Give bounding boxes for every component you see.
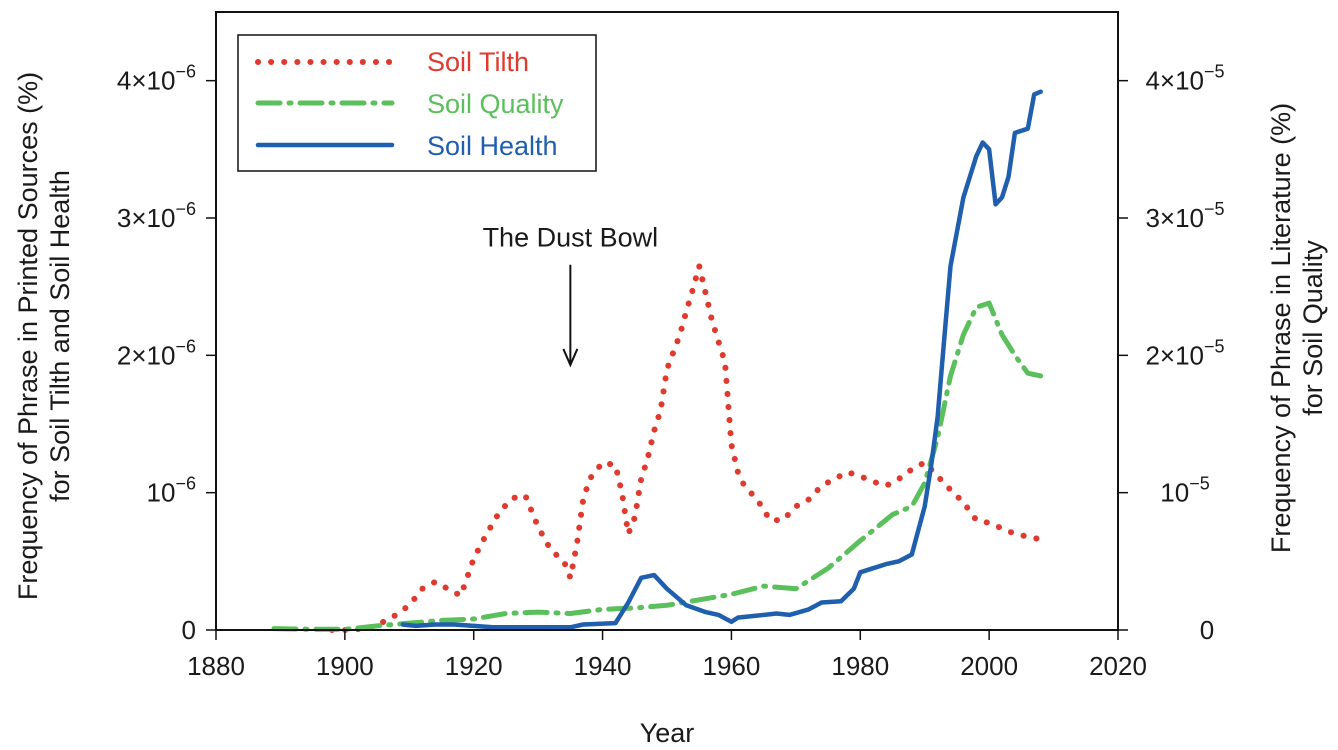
annotation-text: The Dust Bowl: [483, 223, 659, 253]
right-y-axis-label: Frequency of Phrase in Literature (%) fo…: [1266, 103, 1328, 553]
x-tick-label: 2000: [960, 651, 1018, 681]
x-tick-label: 1960: [703, 651, 761, 681]
x-axis-label: Year: [640, 718, 695, 748]
plot-series-layer: [271, 89, 1044, 633]
right-y-tick-label: 4×10−5: [1145, 62, 1224, 96]
x-tick-label: 1920: [445, 651, 503, 681]
left-y-axis-label-line-2: for Soil Tilth and Soil Health: [45, 170, 75, 502]
series-line-soil-health: [400, 89, 1043, 630]
left-y-tick-label: 3×10−6: [117, 199, 196, 233]
right-y-tick-label: 2×10−5: [1145, 336, 1224, 370]
right-y-axis: 0 10−5 2×10−5 3×10−5 4×10−5: [1118, 62, 1225, 645]
left-y-axis: 0 10−6 2×10−6 3×10−6 4×10−6: [117, 62, 216, 645]
legend-item-soil-tilth: Soil Tilth: [255, 47, 529, 77]
x-tick-label: 1900: [316, 651, 374, 681]
annotation-arrow-head: [562, 348, 579, 368]
left-y-tick-label: 0: [182, 615, 196, 645]
x-tick-label: 2020: [1089, 651, 1147, 681]
legend-label-soil-quality: Soil Quality: [427, 89, 564, 119]
legend-label-soil-health: Soil Health: [427, 131, 558, 161]
right-y-axis-label-line-2: for Soil Quality: [1298, 240, 1328, 416]
x-tick-label: 1980: [831, 651, 889, 681]
right-y-tick-label: 0: [1200, 615, 1214, 645]
left-y-tick-label: 4×10−6: [117, 62, 196, 96]
x-tick-label: 1880: [187, 651, 245, 681]
right-y-axis-label-line-1: Frequency of Phrase in Literature (%): [1266, 103, 1296, 553]
series-line-soil-quality: [271, 300, 1044, 632]
right-y-tick-label: 10−5: [1160, 474, 1209, 508]
left-y-tick-label: 2×10−6: [117, 336, 196, 370]
x-axis: 1880 1900 1920 1940 1960 1980 2000 2020: [187, 630, 1147, 681]
dust-bowl-annotation: The Dust Bowl: [483, 223, 659, 368]
plot-frame: [215, 11, 1119, 631]
left-y-axis-label: Frequency of Phrase in Printed Sources (…: [13, 72, 75, 600]
left-y-tick-label: 10−6: [147, 474, 196, 508]
legend-item-soil-health: Soil Health: [255, 131, 558, 161]
legend-item-soil-quality: Soil Quality: [255, 89, 564, 119]
legend-label-soil-tilth: Soil Tilth: [427, 47, 529, 77]
right-y-tick-label: 3×10−5: [1145, 199, 1224, 233]
legend: Soil Tilth Soil Quality Soil Health: [237, 34, 597, 172]
left-y-axis-label-line-1: Frequency of Phrase in Printed Sources (…: [13, 72, 43, 600]
x-tick-label: 1940: [574, 651, 632, 681]
